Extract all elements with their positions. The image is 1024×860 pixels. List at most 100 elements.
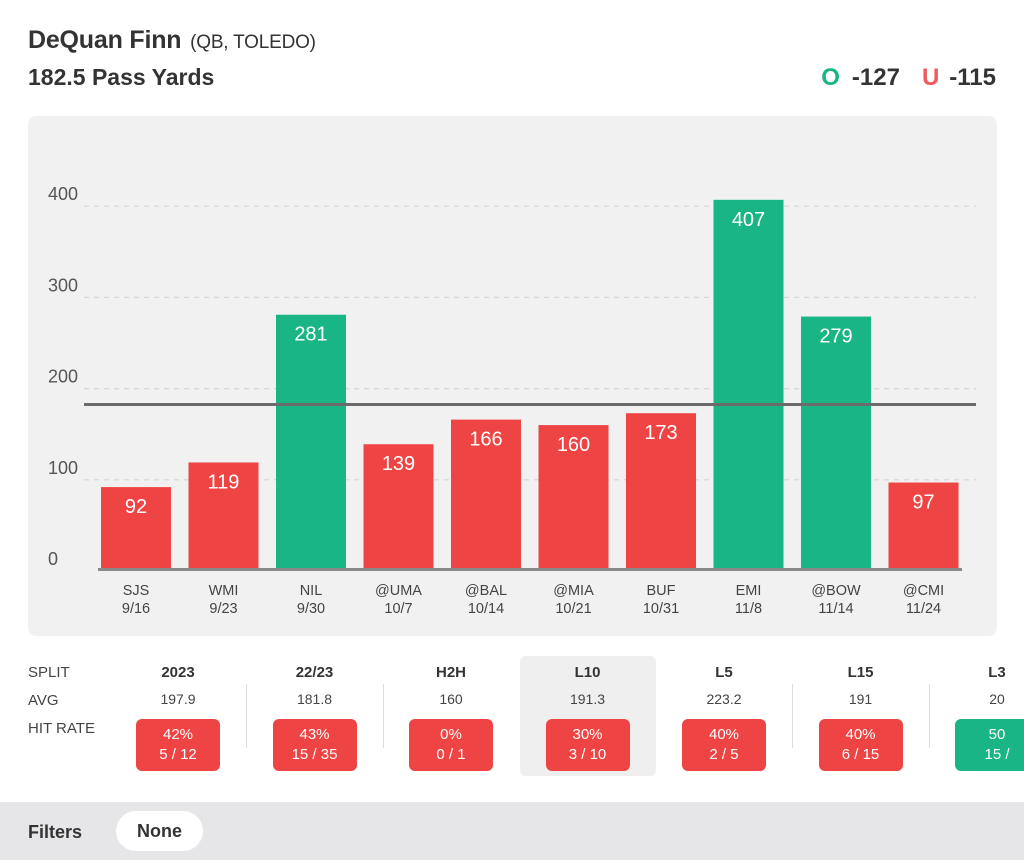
x-tick-date: 9/30	[297, 601, 325, 617]
bar-value-label: 139	[382, 453, 415, 475]
bar-value-label: 97	[912, 492, 934, 514]
x-tick-opponent: @MIA	[553, 583, 594, 599]
bar-value-label: 173	[644, 422, 677, 444]
x-tick-date: 11/14	[818, 601, 853, 617]
split-name: L10	[574, 664, 601, 681]
split-divider	[246, 684, 247, 748]
bar[interactable]	[888, 482, 959, 571]
bar-value-label: 166	[469, 429, 502, 451]
player-name: DeQuan Finn	[28, 26, 182, 54]
filters-label: Filters	[28, 822, 83, 842]
bar-value-label: 160	[557, 434, 590, 456]
hit-rate-pct: 42%	[162, 726, 194, 743]
split-column-l10[interactable]: L10 191.3 30% 3 / 10	[519, 656, 656, 776]
hit-rate-badge: 40% 6 / 15	[818, 719, 903, 771]
split-column-l3[interactable]: L3 20 50 15 /	[929, 656, 1024, 776]
player-info: (QB, TOLEDO)	[190, 32, 316, 53]
split-name: 22/23	[295, 664, 334, 681]
bar[interactable]	[276, 314, 346, 571]
under-odds[interactable]: -115	[949, 64, 996, 91]
x-tick-opponent: SJS	[123, 583, 150, 599]
hit-rate-ratio: 0 / 1	[436, 746, 466, 763]
x-tick-opponent: @BAL	[465, 583, 507, 599]
bar-value-label: 281	[294, 324, 327, 346]
split-avg: 160	[439, 691, 463, 707]
y-tick-label: 300	[48, 275, 78, 295]
split-divider	[382, 684, 384, 748]
bar[interactable]	[713, 199, 784, 571]
hit-rate-pct: 40%	[845, 726, 876, 743]
split-avg: 191.3	[569, 691, 606, 707]
split-column-2223[interactable]: 22/23 181.8 43% 15 / 35	[247, 656, 383, 776]
x-tick-opponent: @UMA	[375, 583, 422, 599]
player-title: DeQuan Finn (QB, TOLEDO)	[28, 26, 996, 55]
bar[interactable]	[101, 487, 171, 571]
bar[interactable]	[188, 462, 259, 571]
x-tick-opponent: NIL	[300, 583, 323, 599]
hit-rate-badge: 30% 3 / 10	[545, 719, 630, 771]
bar-value-label: 92	[125, 496, 147, 518]
filters-pill[interactable]: None	[116, 811, 203, 851]
split-column-h2h[interactable]: H2H 160 0% 0 / 1	[383, 656, 519, 776]
hit-rate-label: HIT RATE	[28, 720, 95, 737]
y-tick-label: 200	[48, 367, 78, 387]
bar-value-label: 407	[732, 209, 765, 231]
split-label: SPLIT	[28, 664, 70, 681]
split-name: H2H	[435, 664, 466, 681]
x-tick-opponent: WMI	[209, 583, 239, 599]
under-icon[interactable]: U	[921, 64, 940, 91]
hit-rate-pct: 30%	[572, 726, 603, 743]
avg-label: AVG	[28, 692, 59, 709]
bar[interactable]	[451, 419, 521, 571]
hit-rate-ratio: 3 / 10	[568, 746, 607, 763]
x-tick-date: 9/16	[122, 601, 150, 617]
filters-bar: Filters None	[0, 802, 1024, 860]
split-column-l15[interactable]: L15 191 40% 6 / 15	[793, 656, 929, 776]
splits-table: SPLIT AVG HIT RATE 2023 197.9 42% 5 / 12 22/…	[0, 656, 1024, 780]
over-odds[interactable]: -127	[851, 64, 900, 91]
bar[interactable]	[538, 425, 609, 571]
bar[interactable]	[801, 316, 871, 571]
prop-line: 182.5 Pass Yards	[28, 64, 215, 90]
bar[interactable]	[363, 444, 434, 571]
x-tick-opponent: BUF	[647, 583, 676, 599]
over-icon[interactable]: O	[821, 64, 840, 91]
y-tick-label: 100	[48, 458, 78, 478]
split-column-2023[interactable]: 2023 197.9 42% 5 / 12	[110, 656, 246, 776]
hit-rate-ratio: 15 / 35	[291, 746, 338, 763]
x-tick-opponent: EMI	[736, 583, 762, 599]
split-avg: 191	[848, 691, 873, 707]
split-avg: 181.8	[296, 691, 333, 707]
hit-rate-ratio: 2 / 5	[709, 746, 739, 763]
hit-rate-ratio: 5 / 12	[159, 746, 197, 763]
x-tick-date: 10/7	[384, 601, 412, 617]
hit-rate-pct: 43%	[299, 726, 330, 743]
hit-rate-badge: 0% 0 / 1	[409, 719, 493, 771]
bar-value-label: 119	[208, 471, 240, 493]
hit-rate-ratio: 15 /	[984, 746, 1010, 763]
x-tick-date: 9/23	[209, 601, 237, 617]
hit-rate-pct: 40%	[708, 726, 740, 743]
y-tick-label: 400	[48, 184, 78, 204]
split-column-l5[interactable]: L5 223.2 40% 2 / 5	[656, 656, 792, 776]
y-tick-label: 0	[48, 549, 58, 569]
split-divider	[792, 684, 793, 748]
game-log-chart: 0 100 200 300 400 92 SJS 9/16 119 WMI 9/23 281 NIL 9/…	[28, 116, 997, 636]
hit-rate-ratio: 6 / 15	[841, 746, 880, 763]
x-tick-date: 10/21	[555, 601, 591, 617]
split-row-labels: SPLIT AVG HIT RATE	[28, 664, 95, 748]
split-name: L5	[715, 664, 733, 681]
bar-chart-svg: 0 100 200 300 400 92 SJS 9/16 119 WMI 9/23 281 NIL 9/…	[48, 184, 976, 617]
x-tick-date: 10/14	[468, 601, 504, 617]
split-avg: 197.9	[160, 691, 196, 707]
x-tick-date: 11/8	[735, 601, 762, 617]
x-tick-opponent: @BOW	[811, 583, 861, 599]
hit-rate-pct: 50	[988, 726, 1006, 743]
hit-rate-badge: 50 15 /	[955, 719, 1024, 771]
hit-rate-pct: 0%	[440, 726, 462, 743]
x-tick-date: 10/31	[643, 601, 679, 617]
hit-rate-badge: 40% 2 / 5	[682, 719, 766, 771]
bar[interactable]	[626, 413, 696, 571]
odds-group: O -127 U -115	[821, 64, 996, 92]
split-name: L15	[847, 664, 874, 681]
